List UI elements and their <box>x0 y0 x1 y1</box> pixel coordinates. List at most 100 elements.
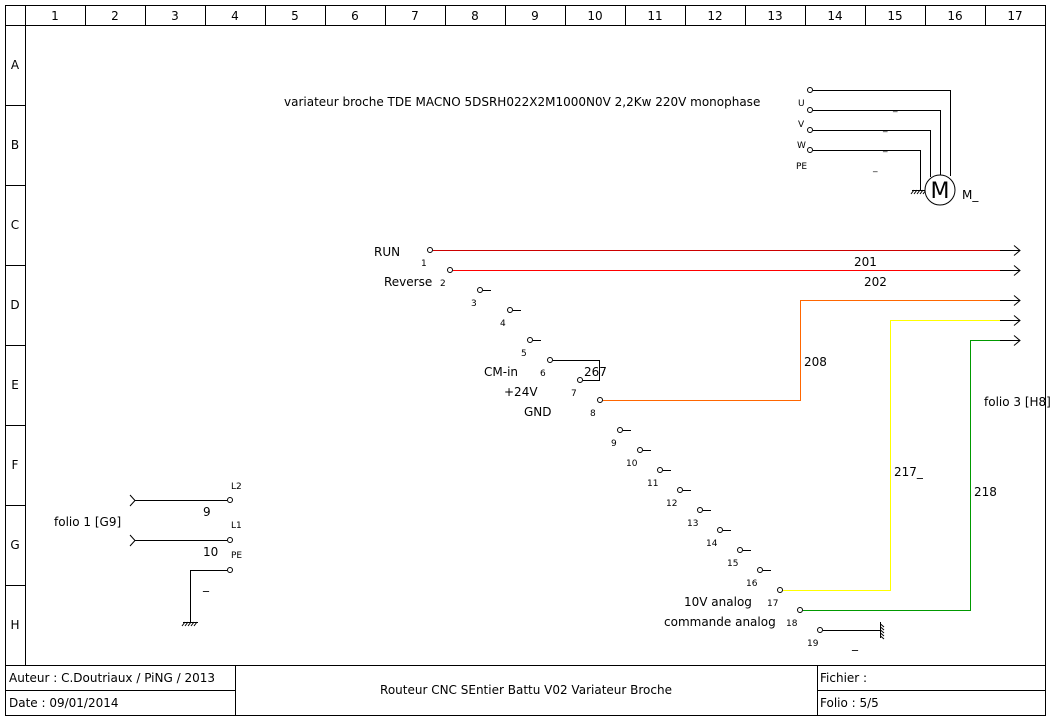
terminal-number: 1 <box>421 259 427 269</box>
terminal-number: 4 <box>500 319 506 329</box>
column-label: 17 <box>1007 9 1022 23</box>
row-label: D <box>10 298 19 312</box>
terminal-3 <box>477 287 483 293</box>
wire-267 <box>553 360 600 381</box>
terminal-15 <box>737 547 743 553</box>
row-label: C <box>11 218 19 232</box>
v-wire-mark: _ <box>882 123 888 133</box>
author: Auteur : C.Doutriaux / PiNG / 2013 <box>9 671 215 685</box>
arrow-head <box>1013 265 1021 276</box>
motor-wire <box>813 90 951 176</box>
terminal-8 <box>597 397 603 403</box>
row-label: G <box>10 538 19 552</box>
wire-202-label: 202 <box>864 275 887 289</box>
column-label: 1 <box>51 9 59 23</box>
supply-terminal <box>227 537 233 543</box>
ground-hatch <box>880 626 885 631</box>
arrow-head <box>1013 335 1021 346</box>
terminal-number: 16 <box>746 579 758 589</box>
wire-208 <box>603 300 1000 401</box>
wire-9-label: 9 <box>203 505 211 519</box>
terminal-number: 17 <box>767 599 778 609</box>
label-cm-in: CM-in <box>484 365 518 379</box>
pe-wire-label: _ <box>202 578 210 592</box>
file: Fichier : <box>820 671 867 685</box>
wire-201-label: 201 <box>854 255 877 269</box>
u-wire-mark: _ <box>892 103 898 113</box>
ground-hatch <box>193 621 198 627</box>
terminal-number: 14 <box>706 539 718 549</box>
wire-217 <box>783 320 1000 591</box>
terminal-number: 19 <box>807 639 819 649</box>
supply-l1: L1 <box>231 521 242 531</box>
column-label: 12 <box>707 9 722 23</box>
pe-wire <box>190 570 227 622</box>
motor-terminal <box>807 147 813 153</box>
terminal-17 <box>777 587 783 593</box>
row-label: E <box>11 378 19 392</box>
ground-hatch <box>880 635 885 640</box>
folio-1-ref[interactable]: folio 1 [G9] <box>54 515 121 529</box>
ground-hatch <box>916 189 921 195</box>
connector-arrow <box>129 494 136 507</box>
motor-symbol <box>924 174 956 206</box>
ground-hatch <box>880 623 885 628</box>
column-label: 8 <box>471 9 479 23</box>
motor-terminal <box>807 127 813 133</box>
terminal-18 <box>797 607 803 613</box>
terminal-number: 8 <box>590 409 596 419</box>
motor-wire-w <box>813 150 921 190</box>
ground-hatch <box>880 632 885 637</box>
column-label: 15 <box>887 9 902 23</box>
phase-v: V <box>798 120 805 130</box>
column-label: 10 <box>587 9 602 23</box>
row-label: F <box>12 458 19 472</box>
wire-208-label: 208 <box>804 355 827 369</box>
label-24v: +24V <box>504 385 538 399</box>
terminal-11 <box>657 467 663 473</box>
phase-w: W <box>797 141 806 151</box>
terminal-number: 3 <box>471 299 477 309</box>
arrow-head <box>1013 315 1021 326</box>
terminal-16 <box>757 567 763 573</box>
terminal-10 <box>637 447 643 453</box>
column-label: 11 <box>647 9 662 23</box>
terminal-number: 7 <box>571 389 577 399</box>
column-label: 5 <box>291 9 299 23</box>
terminal-number: 11 <box>647 479 658 489</box>
drive-label: variateur broche TDE MACNO 5DSRH022X2M10… <box>284 95 760 109</box>
terminal-number: 18 <box>786 619 798 629</box>
terminal-19 <box>817 627 823 633</box>
label-commande-analog: commande analog <box>664 615 776 629</box>
motor-terminal <box>807 107 813 113</box>
ground-hatch <box>910 189 915 195</box>
column-label: 2 <box>111 9 119 23</box>
supply-terminal <box>227 497 233 503</box>
row-label: A <box>11 58 20 72</box>
folio-3-ref[interactable]: folio 3 [H8] <box>984 395 1050 409</box>
terminal-number: 2 <box>440 279 446 289</box>
pe-wire-mark: _ <box>872 163 878 173</box>
column-label: 6 <box>351 9 359 23</box>
sheet-title: Routeur CNC SEntier Battu V02 Variateur … <box>380 683 672 697</box>
terminal-1 <box>427 247 433 253</box>
arrow-head <box>1013 295 1021 306</box>
wire-267-label: 267 <box>584 365 607 379</box>
terminal-number: 15 <box>727 559 738 569</box>
supply-terminal <box>227 567 233 573</box>
motor-wire-v <box>813 130 931 177</box>
terminal-4 <box>507 307 513 313</box>
terminal-9 <box>617 427 623 433</box>
ground-hatch <box>181 621 186 627</box>
ground-hatch <box>187 621 192 627</box>
motor-name: M_ <box>962 188 979 202</box>
ground-hatch <box>190 621 195 627</box>
terminal-2 <box>447 267 453 273</box>
label-10v-analog: 10V analog <box>684 595 752 609</box>
ground-hatch <box>919 189 924 195</box>
terminal-number: 12 <box>666 499 677 509</box>
supply-pe: PE <box>231 551 242 561</box>
motor-terminal <box>807 87 813 93</box>
ground-hatch <box>184 621 189 627</box>
